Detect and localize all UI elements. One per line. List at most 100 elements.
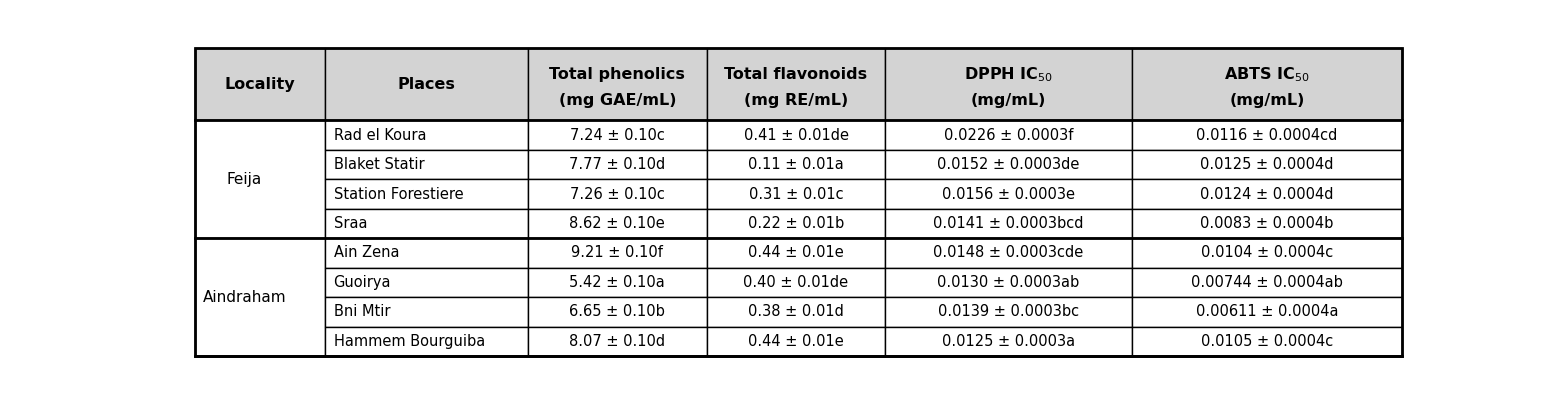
Text: 5.42 ± 0.10a: 5.42 ± 0.10a (570, 275, 665, 290)
Text: Locality: Locality (224, 77, 296, 92)
Text: 0.41 ± 0.01de: 0.41 ± 0.01de (743, 128, 849, 143)
Bar (885, 48, 1131, 120)
Text: 0.0141 ± 0.0003bcd: 0.0141 ± 0.0003bcd (933, 216, 1084, 231)
Text: Ain Zena: Ain Zena (333, 246, 399, 260)
Bar (707, 297, 885, 326)
Bar (326, 209, 528, 238)
Bar (1131, 209, 1402, 238)
Text: (mg/mL): (mg/mL) (1229, 93, 1304, 108)
Bar (707, 150, 885, 179)
Text: 0.0139 ± 0.0003bc: 0.0139 ± 0.0003bc (938, 304, 1080, 319)
Text: 8.07 ± 0.10d: 8.07 ± 0.10d (569, 334, 665, 349)
Bar (885, 179, 1131, 209)
Text: Total phenolics: Total phenolics (550, 67, 686, 82)
Bar (1131, 120, 1402, 150)
Text: 7.77 ± 0.10d: 7.77 ± 0.10d (569, 157, 665, 172)
Bar (195, 238, 326, 356)
Bar (885, 238, 1131, 268)
Bar (885, 268, 1131, 297)
Bar (1131, 150, 1402, 179)
Text: Feija: Feija (226, 172, 262, 187)
Bar (326, 48, 528, 120)
Bar (528, 120, 707, 150)
Bar (326, 120, 528, 150)
Bar (326, 297, 528, 326)
Text: Total flavonoids: Total flavonoids (724, 67, 868, 82)
Bar (528, 238, 707, 268)
Text: 0.11 ± 0.01a: 0.11 ± 0.01a (748, 157, 844, 172)
Text: Blaket Statir: Blaket Statir (333, 157, 424, 172)
Bar (195, 48, 326, 120)
Bar (707, 238, 885, 268)
Text: Rad el Koura: Rad el Koura (333, 128, 425, 143)
Text: $\mathbf{ABTS\ IC}_{50}$: $\mathbf{ABTS\ IC}_{50}$ (1225, 66, 1310, 84)
Text: 0.22 ± 0.01b: 0.22 ± 0.01b (748, 216, 844, 231)
Text: Places: Places (397, 77, 455, 92)
Text: (mg/mL): (mg/mL) (971, 93, 1047, 108)
Bar (707, 268, 885, 297)
Text: 0.0104 ± 0.0004c: 0.0104 ± 0.0004c (1201, 246, 1334, 260)
Text: 6.65 ± 0.10b: 6.65 ± 0.10b (569, 304, 665, 319)
Text: Aindraham: Aindraham (203, 290, 287, 304)
Bar (1131, 297, 1402, 326)
Bar (885, 326, 1131, 356)
Bar (528, 150, 707, 179)
Bar (528, 268, 707, 297)
Text: 0.0125 ± 0.0003a: 0.0125 ± 0.0003a (943, 334, 1075, 349)
Text: Station Forestiere: Station Forestiere (333, 186, 463, 202)
Text: 0.31 ± 0.01c: 0.31 ± 0.01c (749, 186, 843, 202)
Text: (mg RE/mL): (mg RE/mL) (743, 93, 848, 108)
Text: 0.44 ± 0.01e: 0.44 ± 0.01e (748, 334, 844, 349)
Bar (885, 297, 1131, 326)
Text: 0.0116 ± 0.0004cd: 0.0116 ± 0.0004cd (1197, 128, 1338, 143)
Text: 0.38 ± 0.01d: 0.38 ± 0.01d (748, 304, 844, 319)
Bar (528, 179, 707, 209)
Text: Hammem Bourguiba: Hammem Bourguiba (333, 334, 485, 349)
Text: 0.0083 ± 0.0004b: 0.0083 ± 0.0004b (1200, 216, 1334, 231)
Text: 7.26 ± 0.10c: 7.26 ± 0.10c (570, 186, 665, 202)
Bar (528, 209, 707, 238)
Text: 9.21 ± 0.10f: 9.21 ± 0.10f (572, 246, 664, 260)
Bar (326, 150, 528, 179)
Bar (707, 326, 885, 356)
Bar (326, 326, 528, 356)
Bar (707, 179, 885, 209)
Bar (528, 297, 707, 326)
Bar (1131, 326, 1402, 356)
Bar (528, 48, 707, 120)
Bar (707, 48, 885, 120)
Text: 0.40 ± 0.01de: 0.40 ± 0.01de (743, 275, 849, 290)
Bar (707, 209, 885, 238)
Text: 0.44 ± 0.01e: 0.44 ± 0.01e (748, 246, 844, 260)
Bar (885, 120, 1131, 150)
Text: 0.0152 ± 0.0003de: 0.0152 ± 0.0003de (938, 157, 1080, 172)
Bar (326, 179, 528, 209)
Text: 0.0226 ± 0.0003f: 0.0226 ± 0.0003f (944, 128, 1073, 143)
Bar (885, 209, 1131, 238)
Text: (mg GAE/mL): (mg GAE/mL) (559, 93, 676, 108)
Text: 0.0105 ± 0.0004c: 0.0105 ± 0.0004c (1201, 334, 1334, 349)
Bar (195, 120, 326, 238)
Text: 0.0130 ± 0.0003ab: 0.0130 ± 0.0003ab (938, 275, 1080, 290)
Text: Bni Mtir: Bni Mtir (333, 304, 390, 319)
Text: Sraa: Sraa (333, 216, 368, 231)
Bar (326, 238, 528, 268)
Text: $\mathbf{DPPH\ IC}_{50}$: $\mathbf{DPPH\ IC}_{50}$ (964, 66, 1053, 84)
Text: 7.24 ± 0.10c: 7.24 ± 0.10c (570, 128, 665, 143)
Bar (1131, 48, 1402, 120)
Bar (1131, 238, 1402, 268)
Text: 0.0148 ± 0.0003cde: 0.0148 ± 0.0003cde (933, 246, 1084, 260)
Text: 8.62 ± 0.10e: 8.62 ± 0.10e (570, 216, 665, 231)
Bar (528, 326, 707, 356)
Bar (707, 120, 885, 150)
Text: 0.0124 ± 0.0004d: 0.0124 ± 0.0004d (1200, 186, 1334, 202)
Text: 0.00744 ± 0.0004ab: 0.00744 ± 0.0004ab (1190, 275, 1343, 290)
Text: 0.0125 ± 0.0004d: 0.0125 ± 0.0004d (1200, 157, 1334, 172)
Text: 0.00611 ± 0.0004a: 0.00611 ± 0.0004a (1195, 304, 1338, 319)
Bar (1131, 268, 1402, 297)
Bar (885, 150, 1131, 179)
Bar (326, 268, 528, 297)
Bar (1131, 179, 1402, 209)
Text: 0.0156 ± 0.0003e: 0.0156 ± 0.0003e (943, 186, 1075, 202)
Text: Guoirya: Guoirya (333, 275, 391, 290)
